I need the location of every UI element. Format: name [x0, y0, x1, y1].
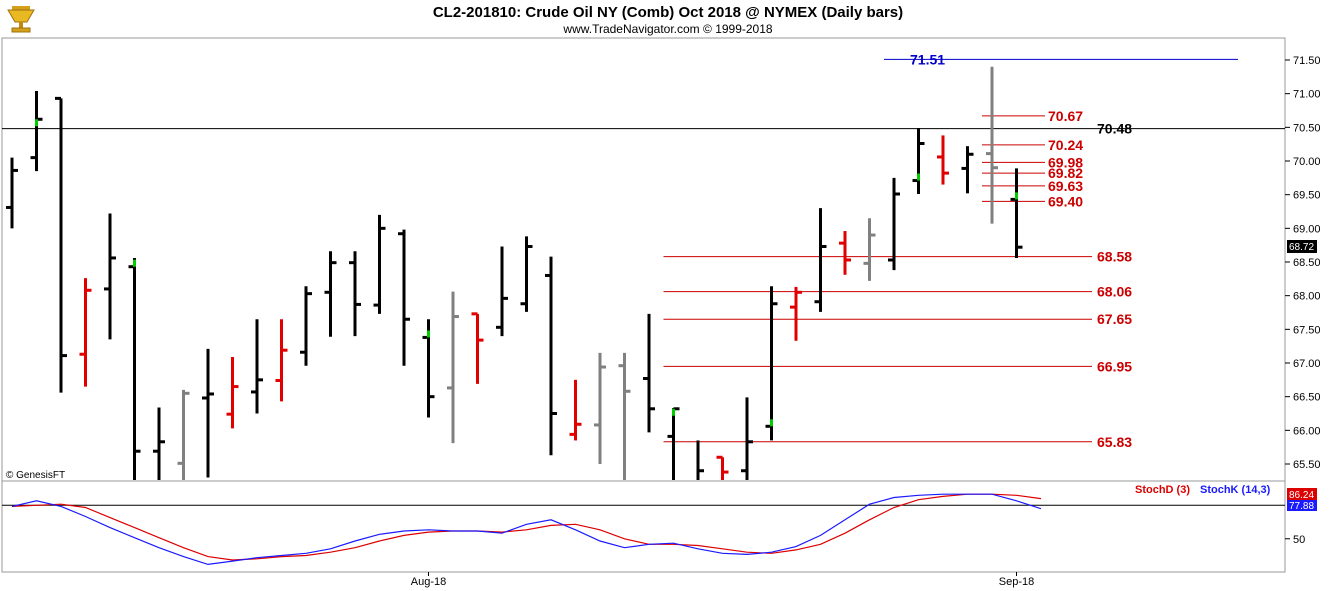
price-bar [373, 214, 386, 314]
y-tick-label: 71.50 [1293, 55, 1321, 67]
price-bar [422, 319, 435, 418]
level-label: 68.58 [1097, 249, 1132, 265]
price-bar [790, 286, 802, 341]
price-bar [275, 319, 288, 402]
legend-stoch-d: StochD (3) [1135, 484, 1190, 496]
price-bar [128, 257, 141, 480]
last-price-label: 68.72 [1287, 240, 1317, 253]
price-bar [30, 90, 43, 172]
price-bar [324, 251, 337, 337]
level-label: 70.24 [1048, 137, 1083, 153]
y-tick-label: 67.50 [1293, 324, 1321, 336]
price-bars [6, 66, 1023, 480]
level-label: 65.83 [1097, 434, 1132, 450]
price-axis: 71.50 71.00 70.50 70.00 69.50 69.00 68.50 68.00… [1285, 55, 1321, 471]
price-bar [202, 348, 214, 478]
y-tick-label: 65.50 [1293, 459, 1321, 471]
price-bar [398, 229, 410, 366]
price-bar [471, 312, 484, 384]
level-label: 71.51 [910, 51, 945, 67]
price-bar [55, 96, 67, 393]
price-bar [520, 236, 533, 312]
price-bar [765, 286, 778, 441]
y-tick-label: 71.00 [1293, 89, 1321, 101]
level-label: 69.63 [1048, 178, 1083, 194]
stoch-k-last-label: 77.88 [1287, 500, 1317, 512]
price-bar [496, 246, 508, 337]
svg-text:86.24: 86.24 [1289, 490, 1314, 501]
level-label: 69.98 [1048, 154, 1083, 170]
price-levels: 71.51 70.67 70.48 70.2469.9869.8269.6369.40… [2, 51, 1285, 450]
price-bar [716, 455, 729, 480]
price-bar [618, 352, 631, 480]
price-bar [447, 291, 459, 444]
price-bar [937, 135, 949, 185]
price-bar [177, 389, 190, 480]
x-tick-label: Sep-18 [999, 576, 1034, 588]
price-bar [569, 379, 582, 441]
stoch-d-last-label: 86.24 [1287, 488, 1317, 501]
level-label: 69.82 [1048, 165, 1083, 181]
y-tick-label: 70.00 [1293, 156, 1321, 168]
stoch-panel-frame [1, 480, 1286, 573]
y-tick-label: 68.50 [1293, 257, 1321, 269]
price-bar [104, 213, 116, 340]
level-label: 67.65 [1097, 311, 1132, 327]
price-bar [6, 157, 18, 229]
chart-title: CL2-201810: Crude Oil NY (Comb) Oct 2018… [433, 4, 903, 21]
price-bar [226, 356, 239, 429]
price-bar [349, 251, 361, 337]
y-tick-label: 68.00 [1293, 291, 1321, 303]
level-label: 70.67 [1048, 108, 1083, 124]
y-tick-label: 69.00 [1293, 223, 1321, 235]
level-label: 69.40 [1048, 193, 1083, 209]
price-bar [79, 278, 92, 387]
y-tick-label: 70.50 [1293, 122, 1321, 134]
watermark: © GenesisFT [6, 470, 65, 481]
chart-subtitle: www.TradeNavigator.com © 1999-2018 [562, 22, 772, 36]
level-label: 68.06 [1097, 284, 1132, 300]
y-tick-label: 66.50 [1293, 392, 1321, 404]
price-bar [986, 66, 998, 224]
price-bar [251, 319, 263, 414]
y-tick-label: 66.00 [1293, 425, 1321, 437]
price-bar [300, 286, 312, 366]
stoch-d-line [11, 493, 1042, 561]
stochastic-panel: 50 [2, 493, 1305, 566]
price-bar [888, 177, 900, 271]
svg-text:68.72: 68.72 [1289, 242, 1314, 253]
stoch-tick-label: 50 [1293, 534, 1305, 546]
price-bar [153, 407, 165, 480]
price-bar [545, 256, 557, 456]
price-panel-frame [1, 37, 1286, 482]
y-tick-label: 67.00 [1293, 358, 1321, 370]
stoch-k-line [11, 493, 1042, 566]
price-bar [667, 407, 680, 480]
price-bar [814, 208, 827, 312]
level-label: 70.48 [1097, 121, 1132, 137]
level-label: 66.95 [1097, 358, 1132, 374]
price-bar [961, 146, 974, 194]
price-bar [643, 313, 655, 433]
price-bar [912, 128, 925, 194]
price-bar [839, 231, 851, 275]
legend-stoch-k: StochK (14,3) [1200, 484, 1271, 496]
price-bar [696, 440, 704, 480]
y-tick-label: 69.50 [1293, 190, 1321, 202]
price-bar [1010, 168, 1023, 258]
price-bar [741, 397, 753, 480]
svg-text:77.88: 77.88 [1289, 501, 1314, 512]
x-tick-label: Aug-18 [411, 576, 446, 588]
price-bar [863, 218, 876, 281]
time-axis: Aug-18 Sep-18 [411, 572, 1034, 588]
price-bar [594, 352, 606, 464]
logo-icon [7, 6, 35, 33]
